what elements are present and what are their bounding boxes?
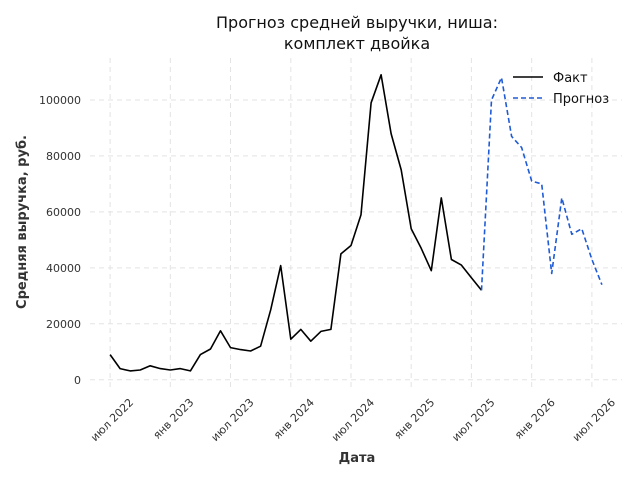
y-tick-label: 40000	[46, 262, 81, 275]
x-tick-label: июл 2026	[570, 396, 618, 444]
series-line-forecast	[480, 76, 603, 291]
x-tick-label: июл 2025	[449, 396, 497, 444]
x-tick-label: июл 2022	[88, 396, 136, 444]
legend-label-fact: Факт	[553, 71, 588, 86]
x-tick-label: янв 2023	[151, 396, 197, 442]
x-tick-label: янв 2026	[512, 396, 558, 442]
x-tick-label: янв 2025	[392, 396, 438, 442]
legend-label-forecast: Прогноз	[553, 92, 609, 107]
y-tick-label: 0	[74, 374, 81, 387]
y-axis-ticks: 0 20000 40000 60000 80000 100000	[39, 94, 81, 387]
x-tick-label: янв 2024	[271, 396, 317, 442]
series-lines	[109, 74, 603, 372]
chart-title-line-2: комплект двойка	[284, 34, 430, 53]
grid-lines	[90, 58, 622, 391]
chart-title-line-1: Прогноз средней выручки, ниша:	[216, 13, 498, 32]
y-tick-label: 80000	[46, 150, 81, 163]
y-tick-label: 20000	[46, 318, 81, 331]
x-tick-label: июл 2024	[329, 396, 377, 444]
legend: Факт Прогноз	[513, 71, 609, 107]
x-axis-label: Дата	[339, 451, 376, 466]
y-tick-label: 100000	[39, 94, 81, 107]
series-line-fact	[109, 74, 483, 372]
y-tick-label: 60000	[46, 206, 81, 219]
y-axis-label: Средняя выручка, руб.	[15, 135, 30, 309]
x-axis-ticks: июл 2022 янв 2023 июл 2023 янв 2024 июл 2024…	[88, 396, 618, 444]
x-tick-label: июл 2023	[209, 396, 257, 444]
